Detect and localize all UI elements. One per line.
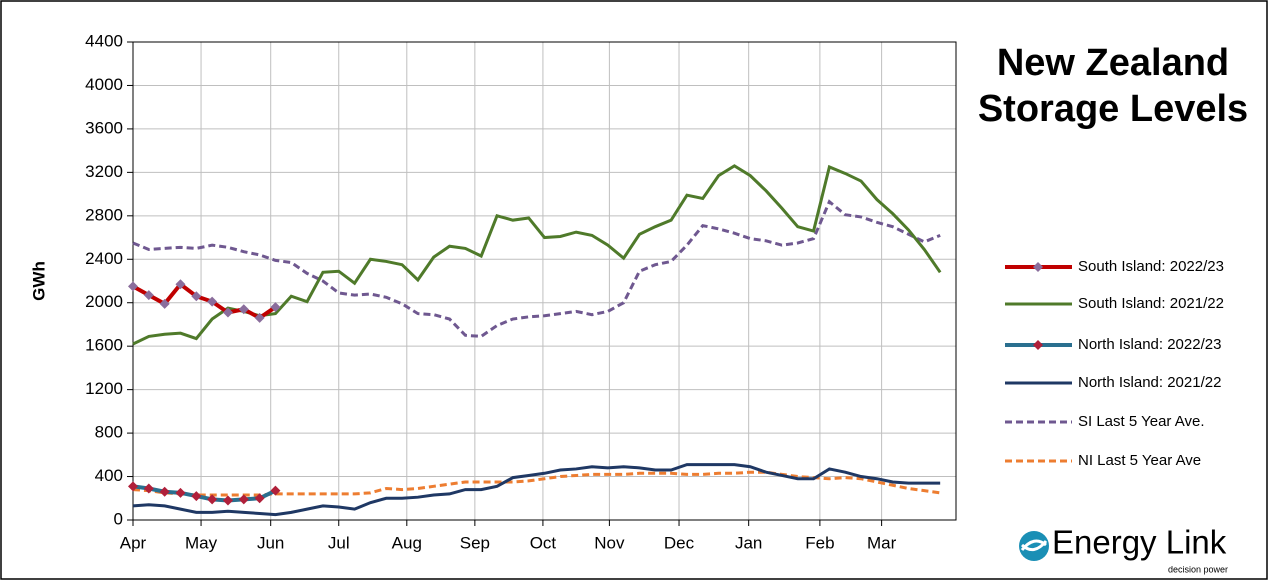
y-tick-label: 4400	[85, 31, 123, 50]
y-tick-label: 2000	[85, 292, 123, 311]
y-tick-label: 800	[95, 423, 123, 442]
y-tick-label: 0	[114, 509, 123, 528]
logo-icon	[1019, 531, 1049, 561]
x-tick-label: Jun	[257, 533, 284, 552]
y-axis-label: GWh	[29, 261, 48, 301]
series-marker	[238, 494, 249, 505]
legend-label: South Island: 2021/22	[1078, 295, 1224, 312]
legend-label: NI Last 5 Year Ave	[1078, 452, 1201, 469]
legend-marker	[1033, 340, 1043, 350]
x-tick-label: Feb	[805, 533, 834, 552]
series-line	[132, 281, 277, 321]
logo-icon-swirl	[1020, 539, 1048, 552]
x-tick-label: Oct	[530, 533, 557, 552]
legend-label: SI Last 5 Year Ave.	[1078, 413, 1205, 430]
series-line	[132, 484, 277, 503]
series-marker	[238, 304, 249, 315]
x-tick-label: Nov	[594, 533, 625, 552]
x-tick-label: Mar	[867, 533, 897, 552]
x-tick-label: Apr	[120, 533, 147, 552]
series-marker	[270, 485, 281, 496]
y-tick-label: 2800	[85, 205, 123, 224]
logo: Energy Link decision power	[1019, 524, 1228, 574]
legend-marker	[1033, 262, 1043, 272]
series-marker	[159, 486, 170, 497]
x-tick-label: Aug	[392, 533, 422, 552]
x-tick-label: Jul	[328, 533, 350, 552]
series-marker	[191, 291, 202, 302]
chart-title: New Zealand Storage Levels	[977, 42, 1249, 130]
x-tick-label: Sep	[460, 533, 490, 552]
x-tick-label: May	[185, 533, 218, 552]
y-tick-label: 1600	[85, 336, 123, 355]
y-tick-label: 3600	[85, 118, 123, 137]
series-marker	[159, 298, 170, 309]
legend-label: South Island: 2022/23	[1078, 258, 1224, 275]
series-marker	[175, 279, 186, 290]
series-marker	[207, 296, 218, 307]
series-marker	[254, 312, 265, 323]
series-marker	[207, 494, 218, 505]
series-line	[132, 199, 941, 338]
series-marker	[270, 302, 281, 313]
y-tick-label: 400	[95, 466, 123, 485]
series-marker	[143, 483, 154, 494]
series-marker	[128, 281, 138, 292]
y-tick-label: 2400	[85, 249, 123, 268]
legend-label: North Island: 2021/22	[1078, 374, 1221, 391]
y-tick-label: 4000	[85, 75, 123, 94]
series-marker	[143, 290, 154, 301]
x-tick-label: Dec	[664, 533, 695, 552]
series-marker	[254, 493, 265, 504]
series-line	[132, 463, 941, 517]
series-marker	[128, 481, 138, 492]
series-marker	[175, 487, 186, 498]
series-marker	[222, 307, 233, 318]
logo-name: Energy Link	[1052, 524, 1227, 561]
y-tick-label: 3200	[85, 162, 123, 181]
plot-border	[132, 41, 957, 521]
x-tick-label: Jan	[735, 533, 762, 552]
series-marker	[191, 491, 202, 502]
legend-label: North Island: 2022/23	[1078, 336, 1221, 353]
y-tick-label: 1200	[85, 379, 123, 398]
logo-tagline: decision power	[1168, 564, 1228, 574]
series-marker	[222, 495, 233, 506]
